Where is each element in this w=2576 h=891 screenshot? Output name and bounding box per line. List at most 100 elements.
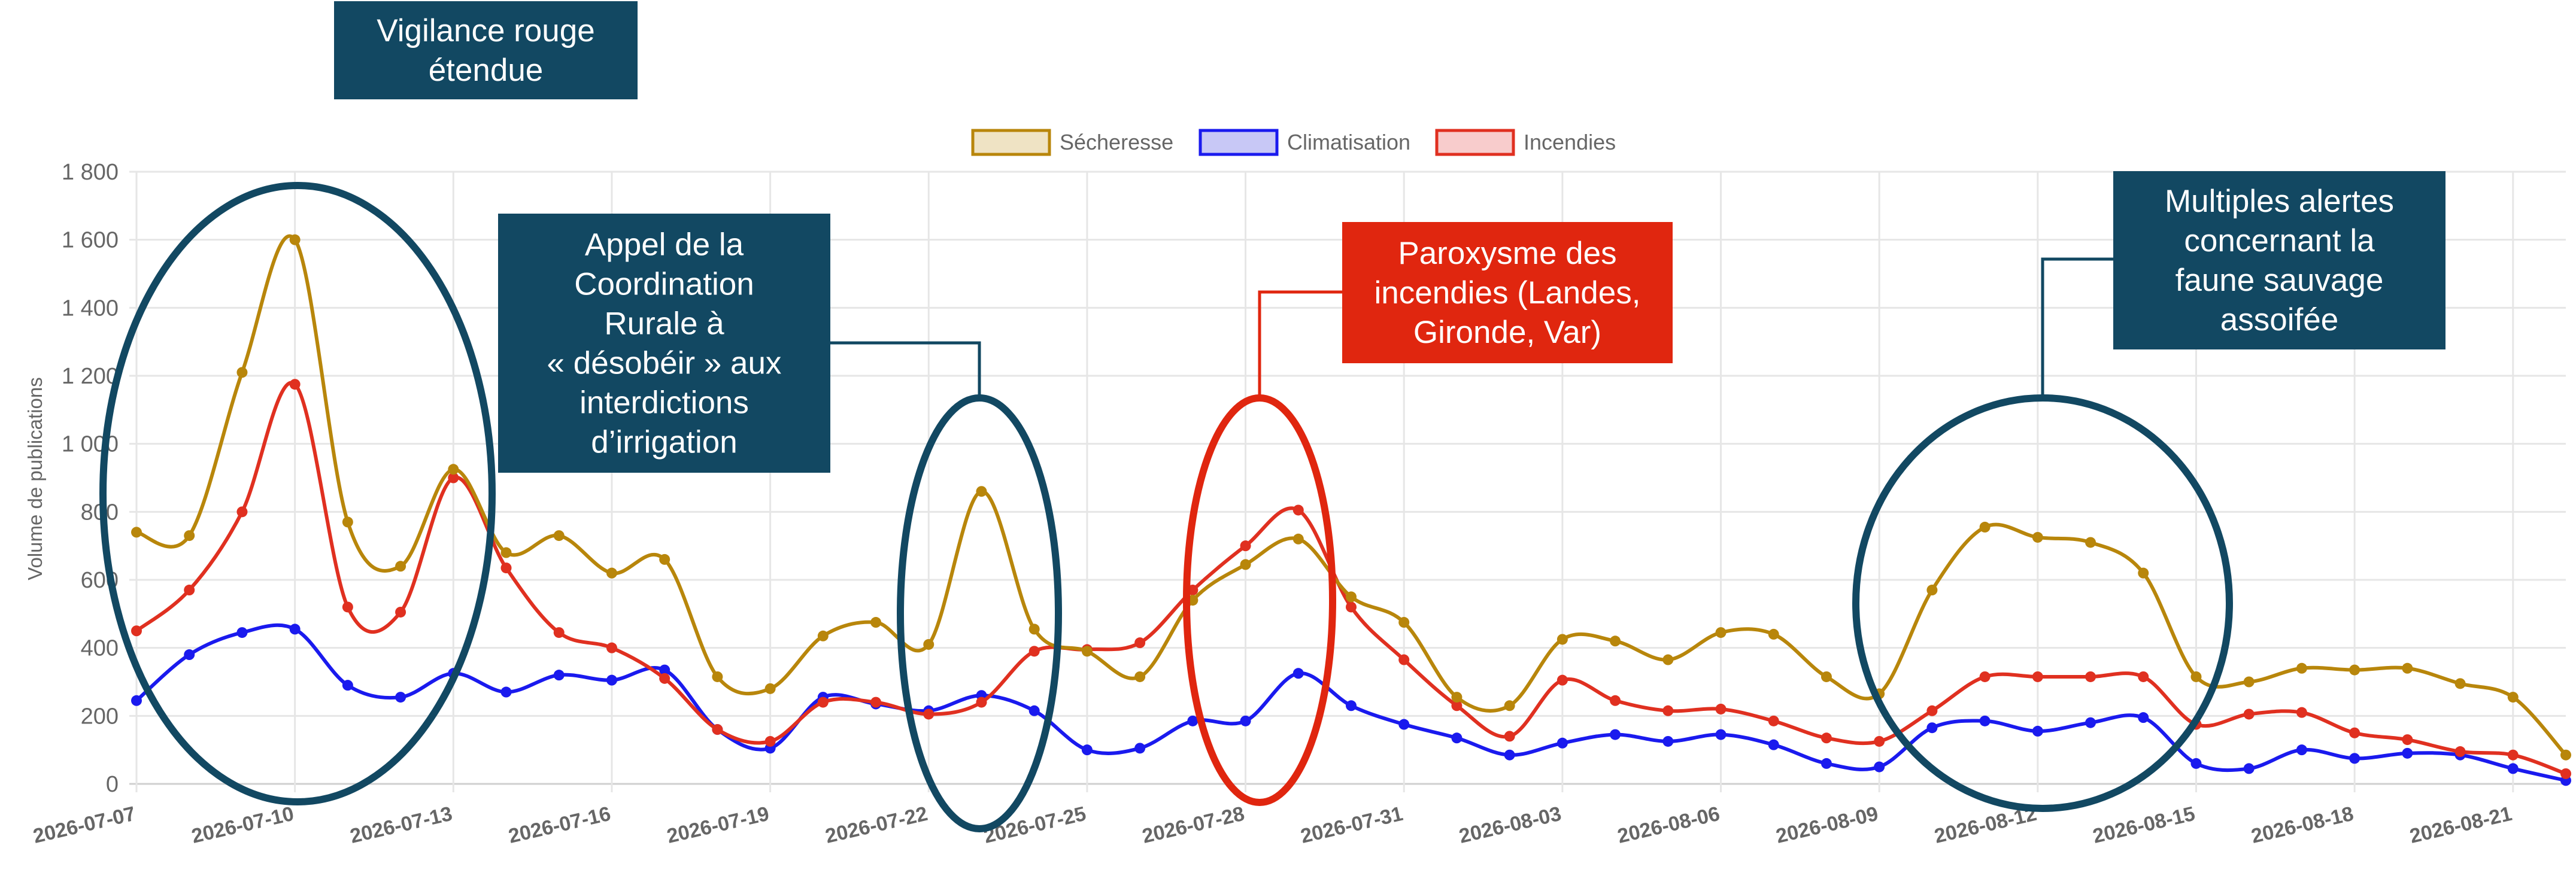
- data-point: [1240, 540, 1251, 552]
- connector-appel: [830, 341, 981, 395]
- data-point: [342, 516, 353, 528]
- data-point: [2138, 567, 2149, 579]
- data-point: [2085, 717, 2096, 728]
- data-point: [1292, 668, 1304, 679]
- data-point: [2349, 753, 2360, 764]
- x-tick-label: 2026-08-21: [2408, 802, 2514, 848]
- data-point: [131, 625, 142, 637]
- data-point: [1240, 715, 1251, 726]
- x-tick-label: 2026-08-18: [2249, 802, 2356, 848]
- y-tick-label: 1 800: [62, 160, 119, 185]
- data-point: [1398, 617, 1410, 628]
- data-point: [1715, 703, 1727, 714]
- y-tick-label: 1 600: [62, 228, 119, 253]
- data-point: [2243, 763, 2255, 774]
- data-point: [976, 697, 987, 708]
- data-point: [1028, 646, 1040, 657]
- data-point: [1821, 732, 1832, 744]
- data-point: [1979, 521, 1991, 533]
- data-point: [1662, 735, 1674, 747]
- data-point: [2296, 744, 2307, 756]
- data-point: [1028, 624, 1040, 635]
- data-point: [500, 562, 512, 574]
- legend-label: Climatisation: [1287, 130, 1410, 154]
- data-point: [184, 530, 195, 542]
- annotation-vigilance: Vigilance rouge étendue: [334, 1, 638, 99]
- legend-swatch: [1199, 129, 1279, 156]
- x-tick-label: 2026-08-03: [1457, 802, 1564, 848]
- data-point: [184, 585, 195, 596]
- legend-item[interactable]: Climatisation: [1199, 129, 1410, 156]
- data-point: [2296, 707, 2307, 718]
- y-tick-label: 1 200: [62, 364, 119, 389]
- x-tick-label: 2026-08-09: [1774, 802, 1880, 848]
- data-point: [500, 686, 512, 698]
- data-point: [1081, 646, 1093, 657]
- data-point: [395, 561, 406, 572]
- data-point: [1556, 674, 1568, 686]
- data-point: [606, 642, 617, 653]
- connector-paroxysme: [1258, 290, 1342, 398]
- data-point: [1451, 692, 1463, 703]
- data-point: [2402, 747, 2413, 759]
- x-tick-label: 2026-07-13: [348, 802, 454, 848]
- legend-item[interactable]: Sécheresse: [971, 129, 1173, 156]
- legend-label: Incendies: [1524, 130, 1616, 154]
- data-point: [289, 234, 301, 245]
- data-point: [2032, 725, 2043, 737]
- annotation-box: [1342, 222, 1673, 363]
- data-point: [448, 464, 459, 475]
- data-point: [764, 683, 776, 694]
- data-point: [2402, 734, 2413, 746]
- data-point: [395, 692, 406, 703]
- data-point: [1979, 715, 1991, 726]
- annotations: Vigilance rouge étendue Appel de la Coordin…: [99, 1, 2445, 832]
- data-point: [923, 638, 934, 650]
- data-point: [2507, 749, 2519, 761]
- data-point: [448, 472, 459, 483]
- data-point: [553, 627, 565, 638]
- data-point: [764, 735, 776, 747]
- data-point: [289, 624, 301, 635]
- data-point: [1134, 671, 1146, 682]
- data-point: [1556, 737, 1568, 749]
- data-point: [2454, 746, 2466, 758]
- data-point: [817, 697, 829, 708]
- data-point: [2507, 692, 2519, 703]
- data-point: [1451, 732, 1463, 744]
- data-point: [184, 649, 195, 661]
- legend-item[interactable]: Incendies: [1435, 129, 1616, 156]
- data-point: [342, 680, 353, 691]
- data-point: [1610, 695, 1621, 706]
- data-point: [1874, 761, 1885, 773]
- y-tick-label: 1 400: [62, 296, 119, 321]
- data-point: [1240, 559, 1251, 570]
- data-point: [923, 708, 934, 720]
- annotation-text: Paroxysme des incendies (Landes, Gironde, …: [1375, 236, 1641, 350]
- data-point: [1081, 744, 1093, 756]
- data-point: [2243, 676, 2255, 688]
- data-point: [1926, 722, 1938, 734]
- x-tick-label: 2026-07-28: [1140, 802, 1246, 848]
- x-tick-label: 2026-07-19: [665, 802, 771, 848]
- data-point: [1979, 671, 1991, 682]
- annotation-text: Multiples alertes concernant la faune sauv…: [2165, 184, 2394, 337]
- series-secheresse: [131, 234, 2571, 761]
- series-incendies: [131, 379, 2571, 779]
- data-point: [976, 486, 987, 497]
- x-tick-label: 2026-07-07: [31, 802, 138, 848]
- data-point: [2507, 763, 2519, 774]
- data-point: [1187, 715, 1199, 726]
- data-point: [1874, 735, 1885, 747]
- data-point: [1504, 749, 1515, 761]
- data-point: [1715, 627, 1727, 638]
- data-point: [659, 664, 670, 676]
- data-point: [2138, 712, 2149, 723]
- annotation-paroxysme: Paroxysme des incendies (Landes, Gironde, …: [1342, 222, 1673, 363]
- data-point: [2349, 727, 2360, 738]
- data-point: [2190, 758, 2202, 769]
- data-point: [236, 367, 248, 378]
- connector-alertes: [2041, 257, 2113, 398]
